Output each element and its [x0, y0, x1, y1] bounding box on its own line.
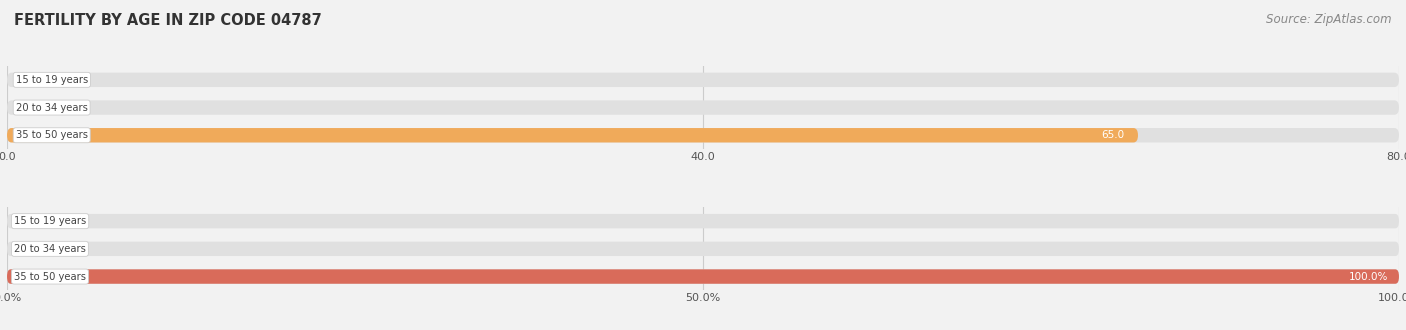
Text: 0.0: 0.0 [42, 103, 58, 113]
Text: 65.0: 65.0 [1101, 130, 1123, 140]
Text: 35 to 50 years: 35 to 50 years [14, 272, 86, 281]
Text: 35 to 50 years: 35 to 50 years [15, 130, 87, 140]
FancyBboxPatch shape [7, 269, 1399, 284]
Text: 0.0%: 0.0% [42, 244, 67, 254]
FancyBboxPatch shape [7, 73, 1399, 87]
Text: 15 to 19 years: 15 to 19 years [15, 75, 89, 85]
Text: 15 to 19 years: 15 to 19 years [14, 216, 86, 226]
Text: 20 to 34 years: 20 to 34 years [15, 103, 87, 113]
Text: 0.0: 0.0 [42, 75, 58, 85]
FancyBboxPatch shape [7, 128, 1137, 143]
FancyBboxPatch shape [7, 242, 1399, 256]
FancyBboxPatch shape [7, 214, 1399, 228]
FancyBboxPatch shape [7, 269, 1399, 284]
FancyBboxPatch shape [7, 100, 1399, 115]
Text: 100.0%: 100.0% [1348, 272, 1388, 281]
Text: FERTILITY BY AGE IN ZIP CODE 04787: FERTILITY BY AGE IN ZIP CODE 04787 [14, 13, 322, 28]
Text: 20 to 34 years: 20 to 34 years [14, 244, 86, 254]
FancyBboxPatch shape [7, 128, 1399, 143]
Text: Source: ZipAtlas.com: Source: ZipAtlas.com [1267, 13, 1392, 26]
Text: 0.0%: 0.0% [42, 216, 67, 226]
